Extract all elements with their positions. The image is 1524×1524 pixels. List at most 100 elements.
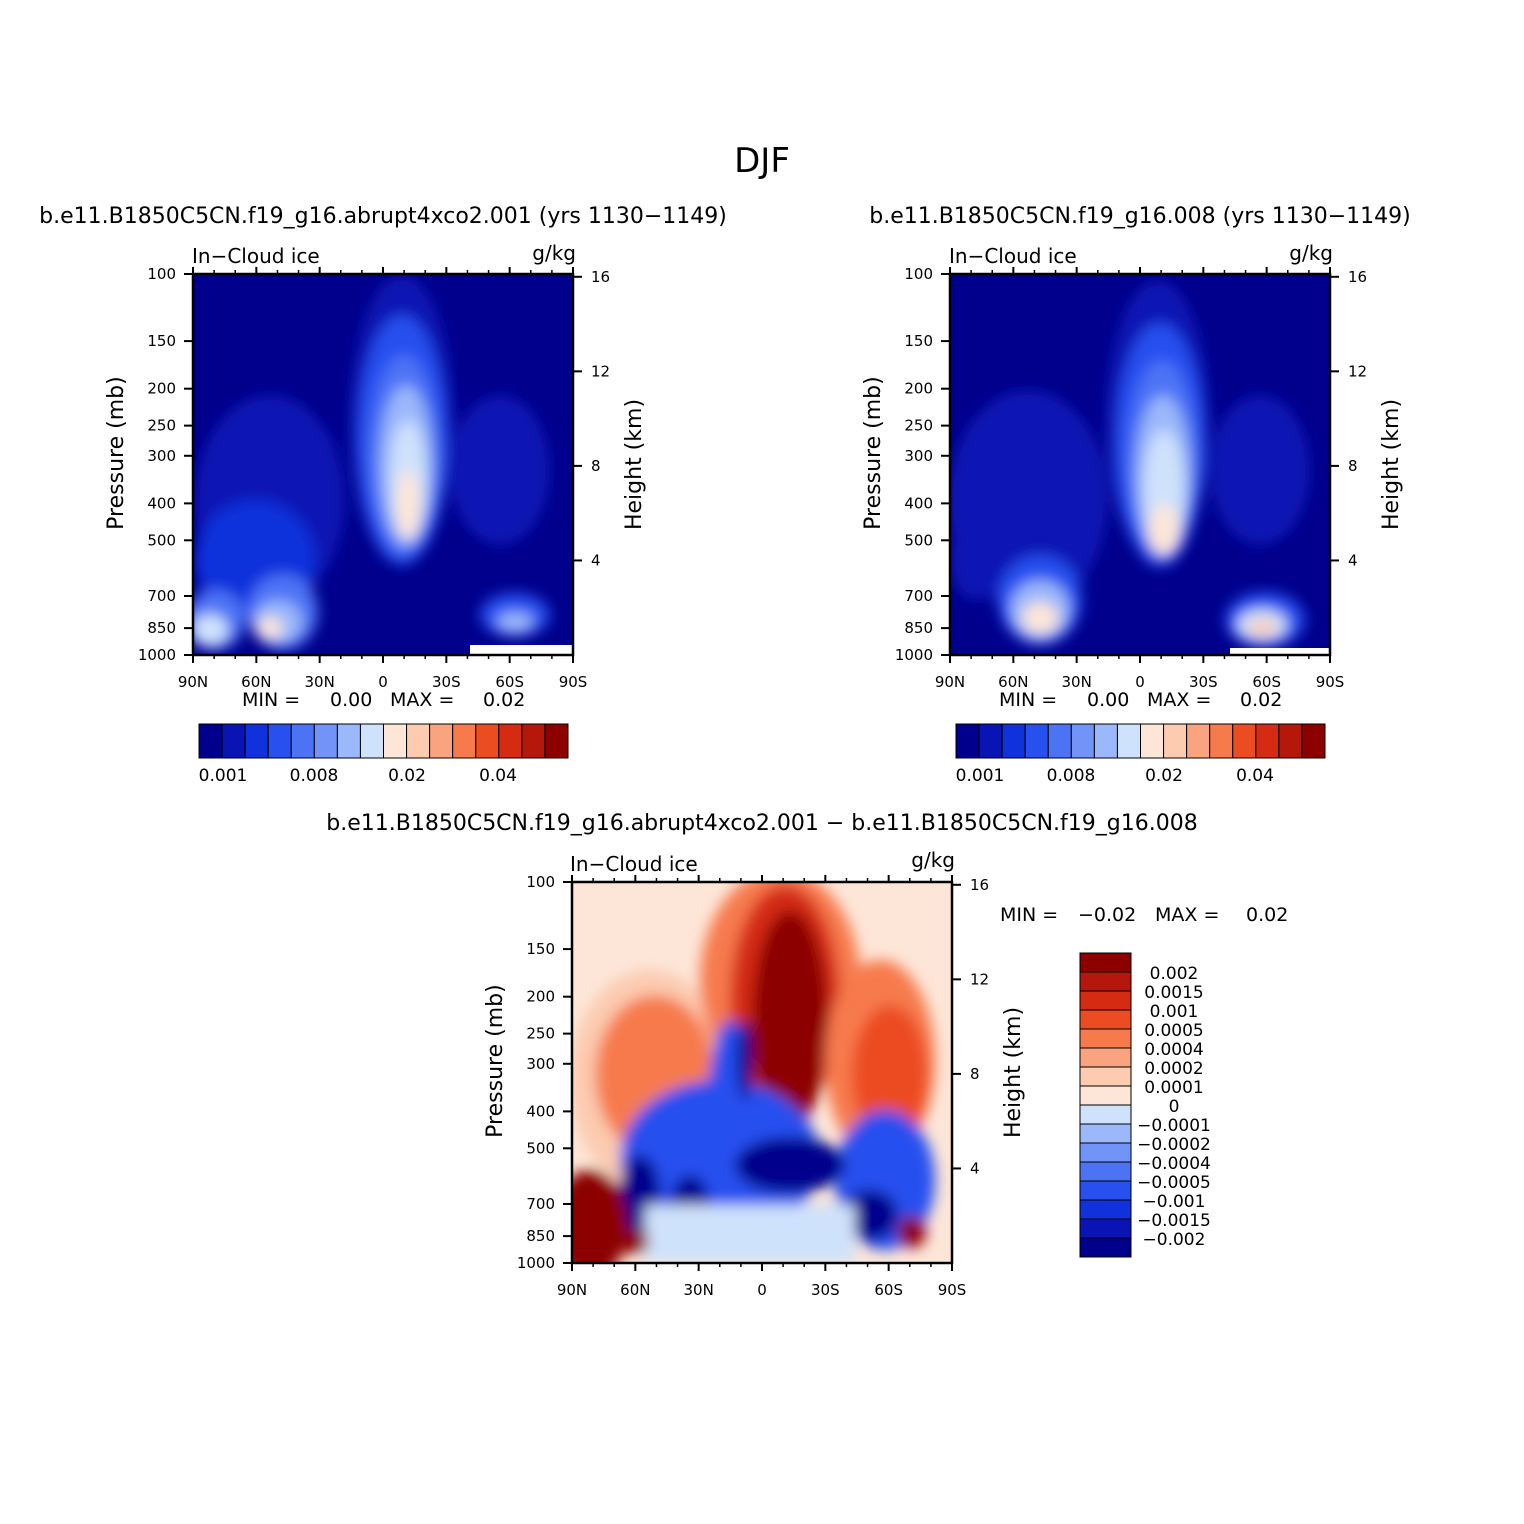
y2-tick-label: 8 (1348, 457, 1358, 475)
x-tick-label: 60N (998, 673, 1028, 691)
panel-diff-axes: 90N 60N 30N 0 30S 60S 90S 100 150 200 250 300 400 500… (483, 873, 1026, 1299)
x-tick-label: 30N (305, 673, 335, 691)
panel-diff-max-label: MAX = (1155, 904, 1219, 926)
y-tick-label: 250 (904, 417, 933, 435)
panel-right-cbar-label-1: 0.001 (956, 766, 1005, 786)
colorbar-box (244, 723, 269, 759)
panel-difference: b.e11.B1850C5CN.f19_g16.abrupt4xco2.001 … (326, 811, 1288, 1299)
panel-diff-colorbar-labels: 0.002 0.0015 0.001 0.0005 0.0004 0.0002 … (1137, 964, 1211, 1250)
field-layer (257, 617, 283, 639)
field-layer (497, 612, 533, 632)
panel-diff-min-label: MIN = (1000, 904, 1058, 926)
colorbar-box (475, 723, 500, 759)
colorbar-box (1079, 1180, 1132, 1201)
diff-cbar-label: −0.0015 (1137, 1211, 1211, 1231)
panel-right-cbar-label-4: 0.04 (1236, 766, 1274, 786)
colorbar-box (978, 723, 1003, 759)
y-tick-label: 400 (526, 1102, 555, 1120)
x-tick-label: 30N (1062, 673, 1092, 691)
panel-left-title: b.e11.B1850C5CN.f19_g16.abrupt4xco2.001 … (39, 204, 727, 229)
y2-axis-label: Height (km) (1379, 399, 1404, 530)
colorbar-box (1079, 1047, 1132, 1068)
y2-axis-label: Height (km) (1001, 1007, 1026, 1138)
y2-tick-label: 4 (970, 1159, 980, 1177)
x-tick-label: 90S (1316, 673, 1345, 691)
colorbar-box (1024, 723, 1049, 759)
colorbar-box (1209, 723, 1234, 759)
colorbar-box (1079, 971, 1132, 992)
colorbar-box (1116, 723, 1141, 759)
colorbar-box (1070, 723, 1095, 759)
colorbar-box (1001, 723, 1026, 759)
field-layer (396, 470, 420, 540)
x-tick-label: 0 (757, 1281, 767, 1299)
panel-right-title: b.e11.B1850C5CN.f19_g16.008 (yrs 1130−11… (869, 204, 1411, 229)
y-tick-label: 100 (526, 873, 555, 891)
colorbar-box (1079, 1085, 1132, 1106)
y-tick-label: 250 (147, 417, 176, 435)
colorbar-box (521, 723, 546, 759)
colorbar-box (359, 723, 384, 759)
y-tick-label: 200 (904, 380, 933, 398)
panel-left-units-label: g/kg (532, 241, 576, 265)
y-axis-label: Pressure (mb) (104, 376, 129, 530)
x-tick-label: 60S (874, 1281, 903, 1299)
figure-title: DJF (734, 141, 790, 181)
colorbar-box (313, 723, 338, 759)
field-layer (842, 1190, 898, 1240)
y2-tick-label: 4 (1348, 551, 1358, 569)
y-tick-label: 300 (526, 1055, 555, 1073)
field-layer (645, 1205, 855, 1263)
colorbar-box (544, 723, 569, 759)
field-layer (950, 520, 1000, 600)
x-tick-label: 90S (938, 1281, 967, 1299)
colorbar-box (1079, 1142, 1132, 1163)
colorbar-box (221, 723, 246, 759)
y2-tick-label: 16 (1348, 268, 1367, 286)
field-layer (852, 1005, 928, 1145)
panel-left: b.e11.B1850C5CN.f19_g16.abrupt4xco2.001 … (39, 204, 727, 786)
colorbar-box (1140, 723, 1165, 759)
diff-cbar-label: 0.0002 (1144, 1059, 1203, 1079)
colorbar-box (1079, 1161, 1132, 1182)
y-tick-label: 250 (526, 1025, 555, 1043)
colorbar-box (1079, 1237, 1132, 1258)
y2-axis-label: Height (km) (622, 399, 647, 530)
panel-left-axes: 90N 60N 30N 0 30S 60S 90S 100 150 200 250 300 400 500… (104, 265, 647, 691)
y2-tick-label: 12 (970, 970, 989, 988)
panel-right: b.e11.B1850C5CN.f19_g16.008 (yrs 1130−11… (861, 204, 1411, 786)
field-layer (1210, 395, 1310, 545)
diff-cbar-label: 0 (1169, 1097, 1180, 1117)
colorbar-box (1079, 990, 1132, 1011)
y-tick-label: 100 (147, 265, 176, 283)
colorbar-box (1301, 723, 1326, 759)
field-layer (752, 910, 828, 1130)
colorbar-box (1079, 1028, 1132, 1049)
colorbar-box (1093, 723, 1118, 759)
colorbar-box (1079, 1123, 1132, 1144)
y-tick-label: 500 (526, 1139, 555, 1157)
colorbar-box (383, 723, 408, 759)
colorbar-box (1278, 723, 1303, 759)
y-tick-label: 500 (147, 531, 176, 549)
y2-tick-label: 4 (591, 551, 601, 569)
colorbar-box (1047, 723, 1072, 759)
x-tick-label: 60S (1252, 673, 1281, 691)
panel-diff-title: b.e11.B1850C5CN.f19_g16.abrupt4xco2.001 … (326, 811, 1197, 836)
panel-right-max-label: MAX = (1147, 689, 1211, 711)
x-tick-label: 30S (1189, 673, 1218, 691)
panel-left-cbar-label-4: 0.04 (479, 766, 517, 786)
field-layer (898, 1216, 926, 1248)
y-tick-label: 850 (526, 1227, 555, 1245)
x-tick-label: 90N (935, 673, 965, 691)
x-tick-label: 30S (811, 1281, 840, 1299)
colorbar-box (955, 723, 980, 759)
diff-cbar-label: 0.0001 (1144, 1078, 1203, 1098)
panel-right-axes: 90N 60N 30N 0 30S 60S 90S 100 150 200 250 300 400 500… (861, 265, 1404, 691)
colorbar-box (1079, 952, 1132, 973)
x-tick-label: 30S (432, 673, 461, 691)
diff-cbar-label: −0.001 (1143, 1192, 1206, 1212)
colorbar-box (406, 723, 431, 759)
y-tick-label: 400 (904, 494, 933, 512)
panel-right-units-label: g/kg (1289, 241, 1333, 265)
